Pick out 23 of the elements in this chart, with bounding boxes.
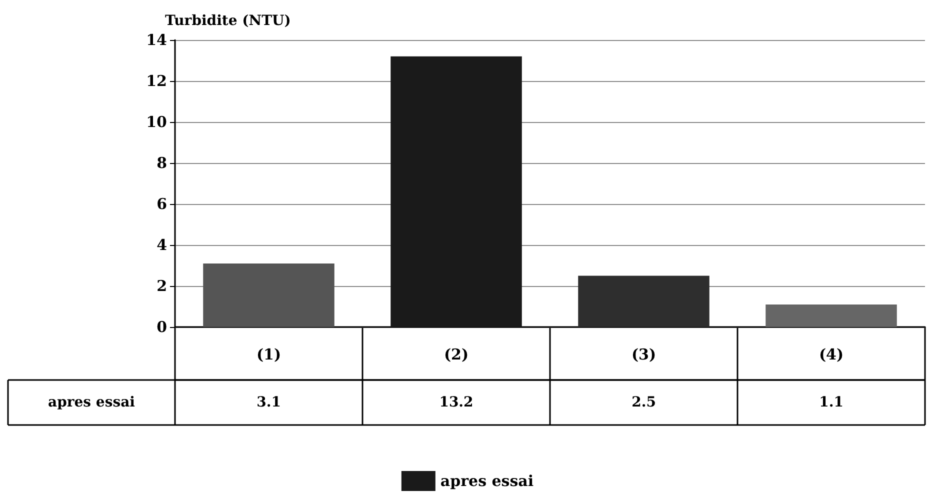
y-tick-label: 12: [146, 72, 167, 90]
y-tick-label: 6: [156, 195, 167, 213]
y-tick-label: 10: [146, 113, 167, 131]
x-tick-label: (1): [256, 346, 282, 364]
bar: [203, 263, 334, 327]
data-label: 13.2: [439, 394, 474, 410]
bar: [578, 276, 710, 327]
y-tick-label: 14: [146, 31, 167, 49]
y-tick-label: 8: [156, 154, 167, 172]
y-axis-title: Turbidite (NTU): [165, 13, 291, 29]
text: apres essai: [48, 394, 135, 410]
x-tick-label: (2): [444, 346, 469, 364]
x-tick-label: (4): [818, 346, 844, 364]
bar: [390, 56, 522, 327]
y-tick-label: 0: [156, 318, 167, 336]
data-label: 1.1: [819, 394, 844, 410]
data-label: 2.5: [632, 394, 656, 410]
y-tick-label: 2: [156, 277, 167, 295]
y-tick-label: 4: [156, 236, 167, 254]
data-label: 3.1: [256, 394, 281, 410]
bar: [766, 304, 897, 327]
x-tick-label: (3): [631, 346, 656, 364]
legend-label: apres essai: [440, 472, 534, 490]
